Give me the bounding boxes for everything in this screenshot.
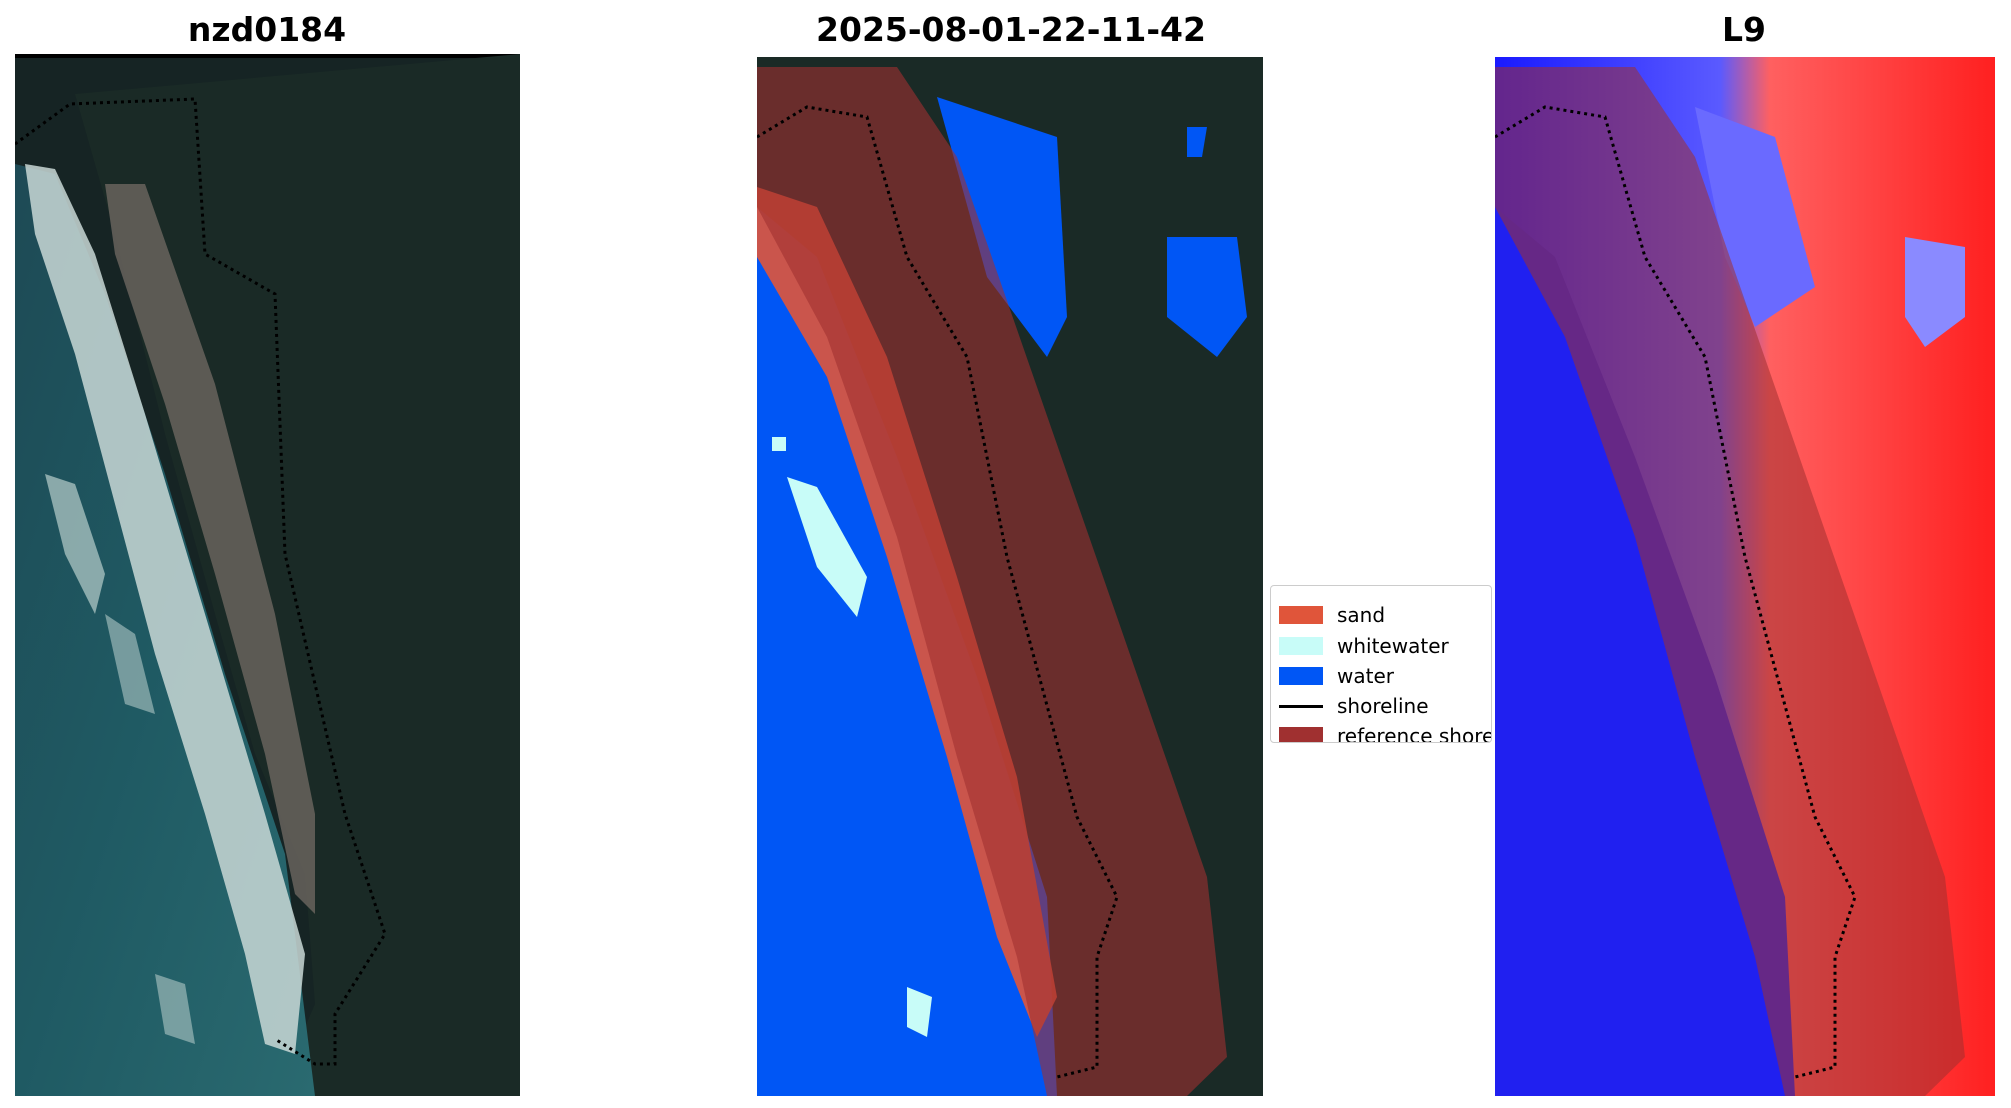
- panel-index: L9: [1494, 0, 1995, 1108]
- satellite-rgb-image: [15, 54, 520, 1096]
- legend-swatch-water: [1279, 667, 1323, 685]
- legend-label-water: water: [1337, 664, 1394, 688]
- legend-label-sand: sand: [1337, 603, 1386, 627]
- panel-title-index: L9: [1722, 10, 1766, 49]
- panel-title-classification: 2025-08-01-22-11-42: [816, 10, 1206, 49]
- legend-swatch-reference-shoreline: [1279, 727, 1323, 742]
- legend-item-shoreline: shoreline: [1279, 693, 1429, 719]
- legend-item-water: water: [1279, 663, 1394, 689]
- classification-image: [757, 57, 1263, 1096]
- legend-swatch-shoreline: [1279, 704, 1323, 708]
- legend-item-sand: sand: [1279, 602, 1385, 628]
- legend-swatch-whitewater: [1279, 637, 1323, 655]
- legend-item-whitewater: whitewater: [1279, 633, 1449, 659]
- legend-label-reference-shoreline: reference shoreline buffer: [1337, 724, 1491, 743]
- legend-label-shoreline: shoreline: [1337, 694, 1429, 718]
- index-image: [1495, 57, 1995, 1096]
- legend-item-reference-shoreline: reference shoreline buffer: [1279, 723, 1491, 743]
- panel-classification: 2025-08-01-22-11-42: [756, 0, 1266, 1108]
- panel-rgb: nzd0184: [14, 0, 520, 1108]
- legend: sand whitewater water shoreline referenc…: [1270, 585, 1492, 743]
- legend-label-whitewater: whitewater: [1337, 634, 1449, 658]
- legend-swatch-sand: [1279, 606, 1323, 624]
- panel-title-rgb: nzd0184: [187, 10, 347, 49]
